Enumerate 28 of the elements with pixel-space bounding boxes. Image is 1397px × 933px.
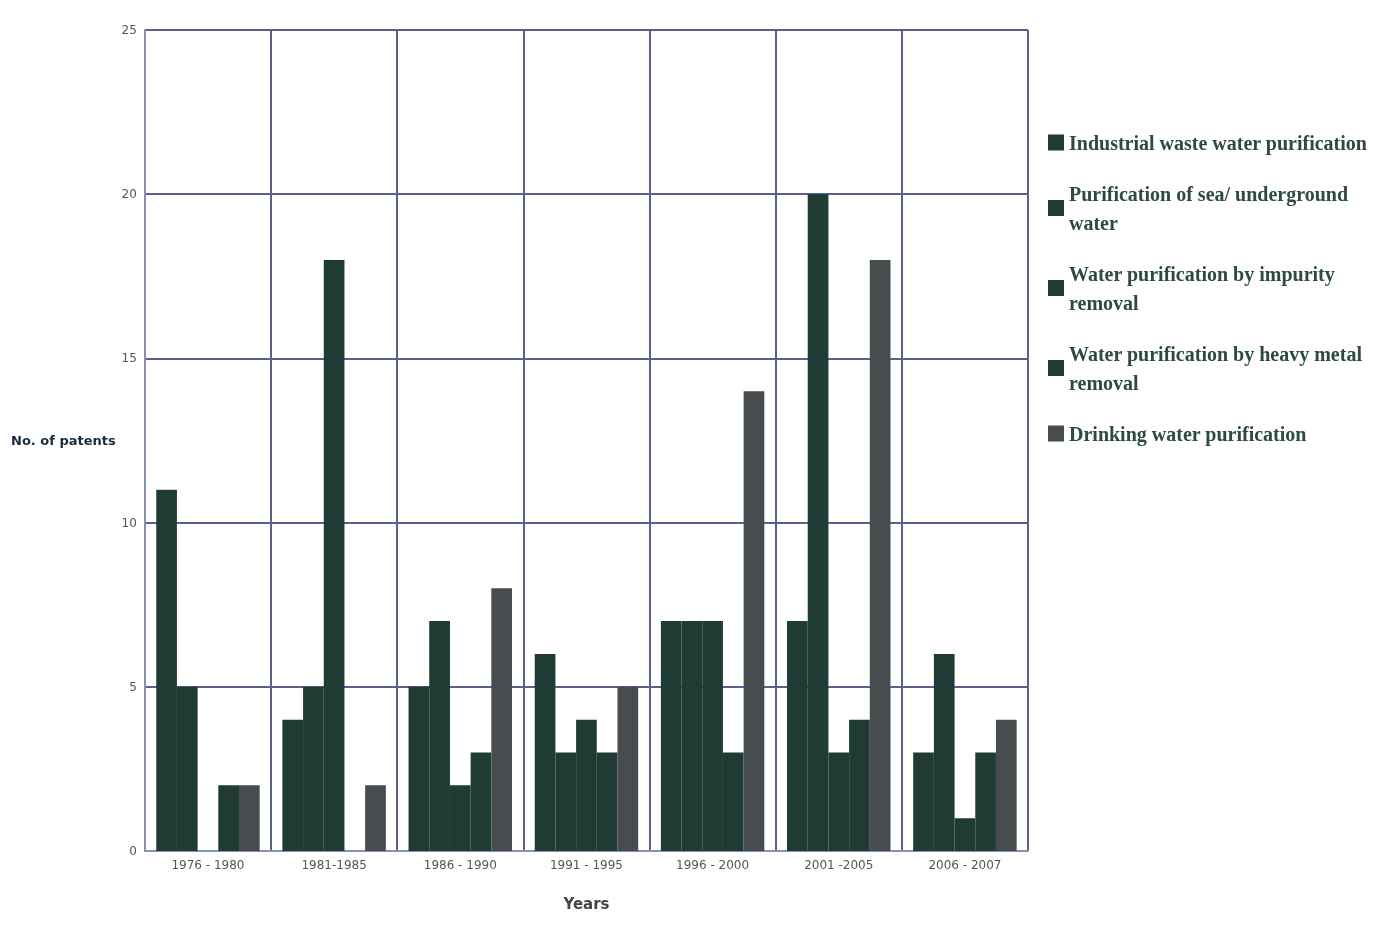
y-tick-label: 10 <box>121 515 137 530</box>
legend-label: Purification of sea/ underground water <box>1069 182 1354 234</box>
y-tick-label: 15 <box>121 351 137 366</box>
bar <box>238 785 260 851</box>
x-axis-title: Years <box>562 894 610 913</box>
legend-label: Drinking water purification <box>1069 422 1307 446</box>
legend-label: Water purification by heavy metal removal <box>1069 342 1367 394</box>
bar <box>869 259 891 851</box>
bar <box>617 686 639 851</box>
y-axis-title: No. of patents <box>11 433 116 448</box>
y-tick-label: 5 <box>129 679 137 694</box>
bar <box>218 785 239 851</box>
x-tick-label: 1996 - 2000 <box>676 858 750 872</box>
y-tick-label: 20 <box>121 187 137 202</box>
x-tick-label: 2001 -2005 <box>804 858 874 872</box>
y-tick-label: 25 <box>121 23 137 37</box>
x-tick-label: 1976 - 1980 <box>171 858 245 872</box>
bar <box>491 588 512 851</box>
x-tick-label: 1986 - 1990 <box>423 858 497 872</box>
bar <box>995 719 1017 851</box>
x-tick-label: 1981-1985 <box>301 858 367 872</box>
x-tick-label: 2006 - 2007 <box>928 858 1002 872</box>
bar <box>365 785 386 851</box>
legend-label: Industrial waste water purification <box>1069 131 1367 155</box>
y-tick-label: 0 <box>129 844 137 858</box>
x-tick-label: 1991 - 1995 <box>549 858 623 872</box>
bar <box>743 391 765 851</box>
legend-label: Water purification by impurity removal <box>1069 262 1340 314</box>
